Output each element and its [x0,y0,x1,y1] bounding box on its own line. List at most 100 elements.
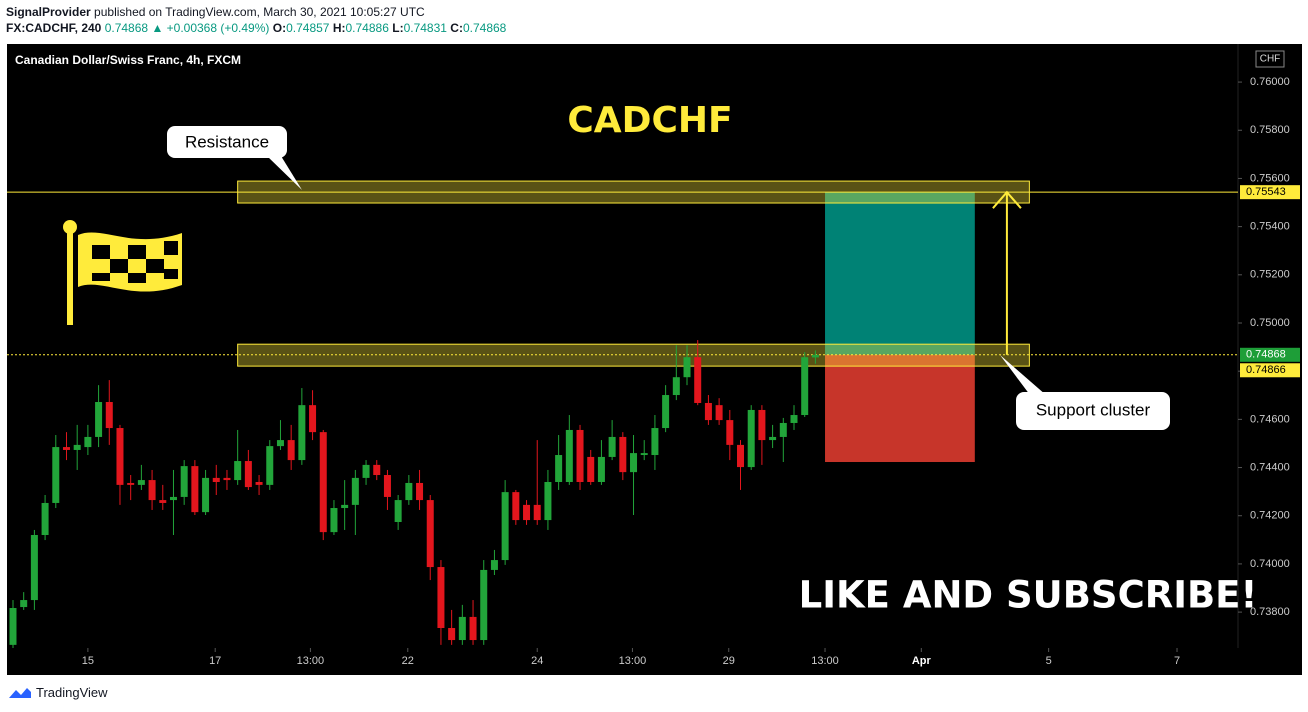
c-label: C: [450,21,463,35]
callout-pointer [267,156,302,190]
candle-body [587,456,595,483]
candle-body [758,409,766,441]
candle-body [565,429,573,483]
candle-body [726,420,734,445]
candle-body [351,477,359,505]
published: published on TradingView.com, March 30, … [94,5,425,19]
candle-body [801,357,809,416]
candle-body [287,440,295,461]
candle-body [448,628,456,641]
candle-body [169,496,177,501]
candle-body [330,508,338,533]
header: SignalProvider published on TradingView.… [6,4,506,36]
price-tag [1240,185,1300,200]
candle-body [501,492,509,561]
candle-body [769,436,777,441]
o-label: O: [272,21,287,35]
l-value: 0.74831 [403,21,447,35]
chart: Canadian Dollar/Swiss Franc, 4h, FXCM CA… [7,44,1302,675]
candle-body [811,354,819,358]
candle-body [319,432,327,533]
target-area [825,192,975,355]
candle-body [73,444,81,450]
candle-body [383,475,391,497]
chart-title: Canadian Dollar/Swiss Franc, 4h, FXCM [15,53,241,67]
y-tick-label: 0.75600 [1250,172,1290,184]
candle-body [255,482,263,485]
candle-body [191,466,199,513]
chart-heading: CADCHF [567,100,732,141]
candle-body [630,453,638,473]
y-tick-label: 0.75200 [1250,269,1290,281]
candle-body [576,429,584,483]
h-label: H: [332,21,346,35]
candle-body [640,453,648,456]
x-tick-label: 29 [723,655,735,667]
candle-body [672,377,680,396]
candle-body [544,482,552,521]
candle-body [148,480,156,501]
candle-body [779,422,787,437]
symbol: FX:CADCHF, 240 [6,21,102,35]
last: 0.74868 [104,21,149,35]
x-tick-label: 13:00 [297,655,325,667]
candle-body [737,444,745,468]
y-tick-label: 0.74200 [1250,510,1290,522]
flag-icon [63,220,182,325]
l-label: L: [392,21,404,35]
x-tick-label: 13:00 [811,655,839,667]
brand: TradingView [36,685,108,700]
candle-body [127,482,135,485]
candle-body [105,402,113,429]
y-tick-label: 0.74400 [1250,461,1290,473]
candle-body [469,616,477,641]
c-value: 0.74868 [462,21,507,35]
callout-box [167,126,287,158]
currency-box [1255,50,1285,68]
footer: TradingView [8,685,108,700]
y-tick-label: 0.75800 [1250,124,1290,136]
callout: Support cluster [1000,355,1170,430]
callout: Resistance [167,126,302,190]
o-value: 0.74857 [286,21,330,35]
candle-body [223,477,231,481]
x-tick-label: 5 [1046,655,1052,667]
candle-body [244,461,252,488]
candle-body [651,428,659,456]
candle-body [747,409,755,468]
candle-body [159,500,167,503]
change: ▲ +0.00368 (+0.49%) [151,21,270,35]
y-tick-label: 0.76000 [1250,76,1290,88]
x-tick-label: 17 [209,655,221,667]
callout-label: Support cluster [1036,400,1151,419]
h-value: 0.74886 [345,21,389,35]
price-tag [1240,347,1300,362]
candle-body [694,357,702,403]
callout-label: Resistance [185,132,269,151]
candle-body [180,466,188,497]
logo [9,687,31,698]
candle-body [41,502,49,536]
candle-body [276,440,284,447]
y-tick-label: 0.73800 [1250,606,1290,618]
callout-box [1016,392,1170,430]
callout-pointer [1000,355,1046,395]
candle-body [480,569,488,641]
price-tag-label: 0.74868 [1246,349,1286,361]
publisher: SignalProvider [6,5,91,19]
candle-body [523,504,531,521]
y-tick-label: 0.74000 [1250,558,1290,570]
x-tick-label: 15 [82,655,94,667]
x-tick-label: 13:00 [619,655,647,667]
caption: LIKE AND SUBSCRIBE! [799,574,1258,617]
candle-body [62,447,70,450]
candle-body [790,415,798,423]
candle-body [619,436,627,473]
candle-body [555,455,563,483]
candle-body [30,535,38,601]
candle-body [405,482,413,501]
currency: CHF [1260,54,1281,65]
candle-body [95,402,103,437]
candle-body [298,405,306,461]
